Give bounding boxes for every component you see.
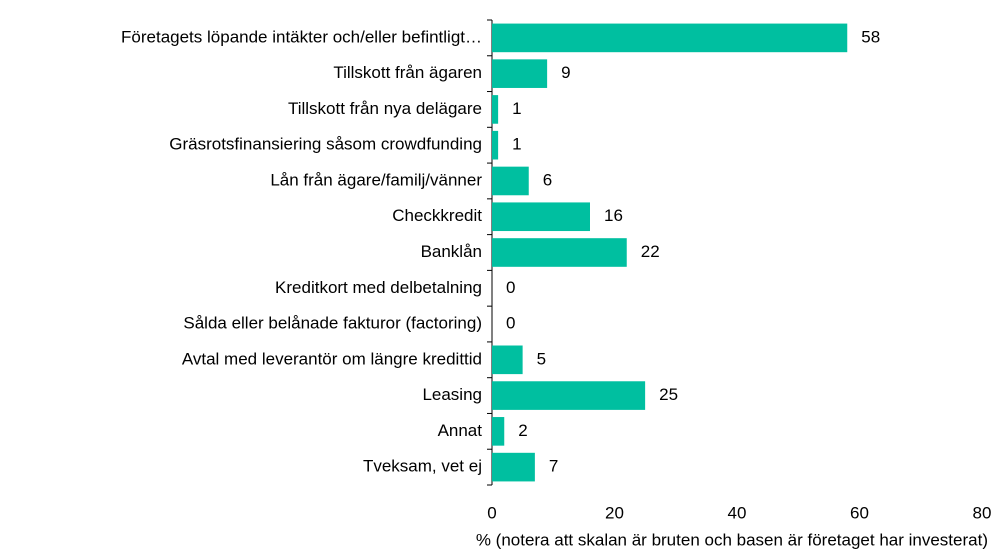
y-tick-label: Avtal med leverantör om längre kredittid <box>182 349 482 368</box>
value-label: 1 <box>512 135 521 154</box>
bar <box>492 452 535 482</box>
bar <box>492 130 499 160</box>
value-label: 5 <box>537 349 546 368</box>
y-tick-label: Företagets löpande intäkter och/eller be… <box>121 27 482 46</box>
value-label: 7 <box>549 457 558 476</box>
bar <box>492 238 627 267</box>
y-tick-label: Kreditkort med delbetalning <box>275 278 482 297</box>
y-tick-label: Checkkredit <box>392 206 482 225</box>
value-label: 1 <box>512 99 521 118</box>
bar <box>492 345 523 375</box>
y-tick-label: Leasing <box>422 385 482 404</box>
x-tick-label: 20 <box>605 503 624 522</box>
bar <box>492 95 499 124</box>
bar <box>492 202 590 232</box>
bar <box>492 417 505 446</box>
y-tick-label: Gräsrotsfinansiering såsom crowdfunding <box>169 135 482 154</box>
value-label: 22 <box>641 242 660 261</box>
value-label: 2 <box>518 421 527 440</box>
value-label: 0 <box>506 278 515 297</box>
x-tick-label: 60 <box>850 503 869 522</box>
value-label: 9 <box>561 63 570 82</box>
bar <box>492 59 548 88</box>
x-axis-label: % (notera att skalan är bruten och basen… <box>476 530 988 549</box>
y-tick-label: Banklån <box>421 242 482 261</box>
bar <box>492 381 646 410</box>
x-tick-label: 0 <box>487 503 496 522</box>
bar <box>492 166 529 196</box>
value-label: 0 <box>506 314 515 333</box>
value-label: 16 <box>604 206 623 225</box>
y-tick-label: Lån från ägare/familj/vänner <box>270 170 482 189</box>
x-tick-label: 80 <box>973 503 992 522</box>
value-label: 25 <box>659 385 678 404</box>
y-tick-label: Tillskott från ägaren <box>333 63 482 82</box>
bar <box>492 23 848 53</box>
y-tick-label: Tillskott från nya delägare <box>288 99 482 118</box>
value-label: 58 <box>861 27 880 46</box>
value-label: 6 <box>543 170 552 189</box>
y-tick-label: Annat <box>438 421 483 440</box>
y-tick-label: Sålda eller belånade fakturor (factoring… <box>183 314 482 333</box>
y-tick-label: Tveksam, vet ej <box>363 457 482 476</box>
x-tick-label: 40 <box>728 503 747 522</box>
